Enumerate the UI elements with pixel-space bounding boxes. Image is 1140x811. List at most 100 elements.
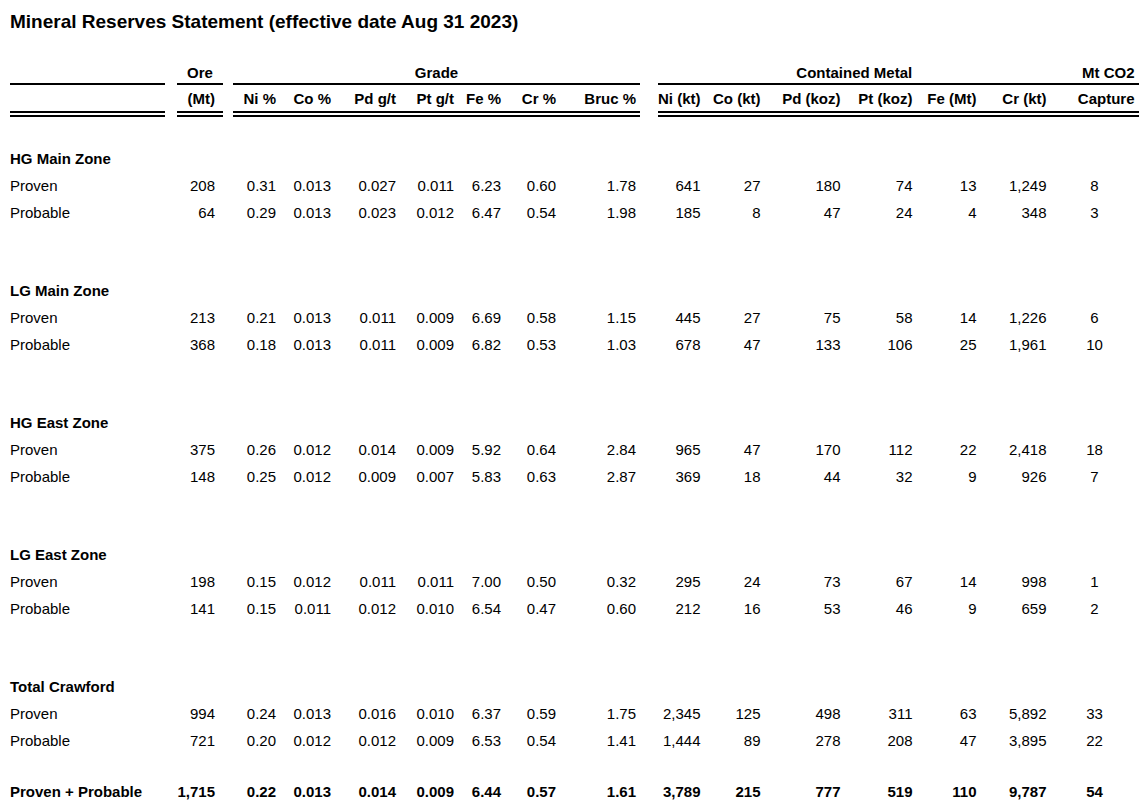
group-header-mt-co2: Mt CO2 — [1051, 55, 1139, 84]
column-gap — [640, 778, 658, 805]
grade-value-cell: 0.009 — [400, 436, 458, 463]
metal-value-cell: 4 — [917, 199, 981, 226]
column-gap — [640, 436, 658, 463]
metal-value-cell: 75 — [765, 304, 845, 331]
metal-value-cell: 2,345 — [658, 700, 705, 727]
zone-header-row: LG Main Zone — [10, 277, 1139, 304]
reserves-table: Ore Grade Contained Metal Mt CO2 (Mt) Ni… — [10, 55, 1139, 805]
column-gap — [640, 331, 658, 358]
metal-value-cell: 1,444 — [658, 727, 705, 754]
ore-value-cell: 994 — [177, 700, 223, 727]
grade-value-cell: 1.75 — [560, 700, 640, 727]
column-gap — [223, 778, 233, 805]
grade-value-cell: 6.44 — [458, 778, 505, 805]
page-title: Mineral Reserves Statement (effective da… — [10, 10, 1140, 33]
group-header-row: Ore Grade Contained Metal Mt CO2 — [10, 55, 1139, 84]
grade-value-cell: 0.012 — [335, 727, 400, 754]
metal-value-cell: 24 — [705, 568, 765, 595]
grade-value-cell: 0.007 — [400, 463, 458, 490]
grade-value-cell: 0.29 — [233, 199, 280, 226]
column-gap — [640, 304, 658, 331]
table-row: Probable640.290.0130.0230.0126.470.541.9… — [10, 199, 1139, 226]
capture-value-cell: 18 — [1051, 436, 1139, 463]
ore-value-cell: 368 — [177, 331, 223, 358]
table-body: HG Main ZoneProven2080.310.0130.0270.011… — [10, 114, 1139, 805]
grade-value-cell: 7.00 — [458, 568, 505, 595]
metal-value-cell: 47 — [705, 436, 765, 463]
metal-value-cell: 9 — [917, 595, 981, 622]
column-gap — [165, 199, 177, 226]
column-header-bruc-pct: Bruc % — [560, 84, 640, 114]
metal-value-cell: 965 — [658, 436, 705, 463]
grade-value-cell: 0.011 — [335, 331, 400, 358]
column-gap — [223, 568, 233, 595]
table-row: Probable1410.150.0110.0120.0106.540.470.… — [10, 595, 1139, 622]
grade-value-cell: 0.60 — [560, 595, 640, 622]
grade-value-cell: 0.53 — [505, 331, 560, 358]
metal-value-cell: 125 — [705, 700, 765, 727]
column-header-pt-koz: Pt (koz) — [845, 84, 917, 114]
metal-value-cell: 74 — [845, 172, 917, 199]
spacer-cell — [10, 226, 1139, 277]
spacer-row — [10, 114, 1139, 145]
spacer-row — [10, 754, 1139, 778]
ore-value-cell: 198 — [177, 568, 223, 595]
grade-value-cell: 0.59 — [505, 700, 560, 727]
grade-value-cell: 6.53 — [458, 727, 505, 754]
zone-header-row: HG Main Zone — [10, 145, 1139, 172]
group-header-ore: Ore — [177, 55, 223, 84]
metal-value-cell: 659 — [981, 595, 1051, 622]
table-row: Probable3680.180.0130.0110.0096.820.531.… — [10, 331, 1139, 358]
column-gap — [640, 700, 658, 727]
metal-value-cell: 53 — [765, 595, 845, 622]
metal-value-cell: 641 — [658, 172, 705, 199]
column-header-fe-pct: Fe % — [458, 84, 505, 114]
capture-value-cell: 54 — [1051, 778, 1139, 805]
metal-value-cell: 1,249 — [981, 172, 1051, 199]
metal-value-cell: 3,895 — [981, 727, 1051, 754]
column-header-ore-mt: (Mt) — [177, 84, 223, 114]
capture-value-cell: 10 — [1051, 331, 1139, 358]
spacer-row — [10, 622, 1139, 673]
metal-value-cell: 998 — [981, 568, 1051, 595]
metal-value-cell: 58 — [845, 304, 917, 331]
column-gap — [165, 304, 177, 331]
grade-value-cell: 0.15 — [233, 595, 280, 622]
zone-name: LG Main Zone — [10, 277, 1139, 304]
column-header-ni-pct: Ni % — [233, 84, 280, 114]
metal-value-cell: 348 — [981, 199, 1051, 226]
metal-value-cell: 47 — [917, 727, 981, 754]
spacer-row — [10, 226, 1139, 277]
metal-value-cell: 16 — [705, 595, 765, 622]
ore-value-cell: 1,715 — [177, 778, 223, 805]
spacer-cell — [10, 358, 1139, 409]
metal-value-cell: 208 — [845, 727, 917, 754]
column-gap — [165, 700, 177, 727]
grade-value-cell: 0.21 — [233, 304, 280, 331]
grade-value-cell: 0.18 — [233, 331, 280, 358]
grade-value-cell: 6.23 — [458, 172, 505, 199]
metal-value-cell: 25 — [917, 331, 981, 358]
grade-value-cell: 6.69 — [458, 304, 505, 331]
grade-value-cell: 6.54 — [458, 595, 505, 622]
grade-value-cell: 0.014 — [335, 436, 400, 463]
column-header-co-kt: Co (kt) — [705, 84, 765, 114]
column-gap — [223, 172, 233, 199]
column-gap — [223, 304, 233, 331]
grade-value-cell: 0.58 — [505, 304, 560, 331]
capture-value-cell: 8 — [1051, 172, 1139, 199]
label-column-spacer — [10, 55, 165, 84]
column-gap — [640, 199, 658, 226]
ore-value-cell: 208 — [177, 172, 223, 199]
metal-value-cell: 13 — [917, 172, 981, 199]
row-label: Probable — [10, 331, 165, 358]
spacer-row — [10, 490, 1139, 541]
column-gap — [165, 436, 177, 463]
grade-value-cell: 0.009 — [400, 778, 458, 805]
metal-value-cell: 2,418 — [981, 436, 1051, 463]
metal-value-cell: 1,226 — [981, 304, 1051, 331]
grade-value-cell: 0.60 — [505, 172, 560, 199]
metal-value-cell: 47 — [765, 199, 845, 226]
grade-value-cell: 0.012 — [280, 463, 335, 490]
grade-value-cell: 1.78 — [560, 172, 640, 199]
